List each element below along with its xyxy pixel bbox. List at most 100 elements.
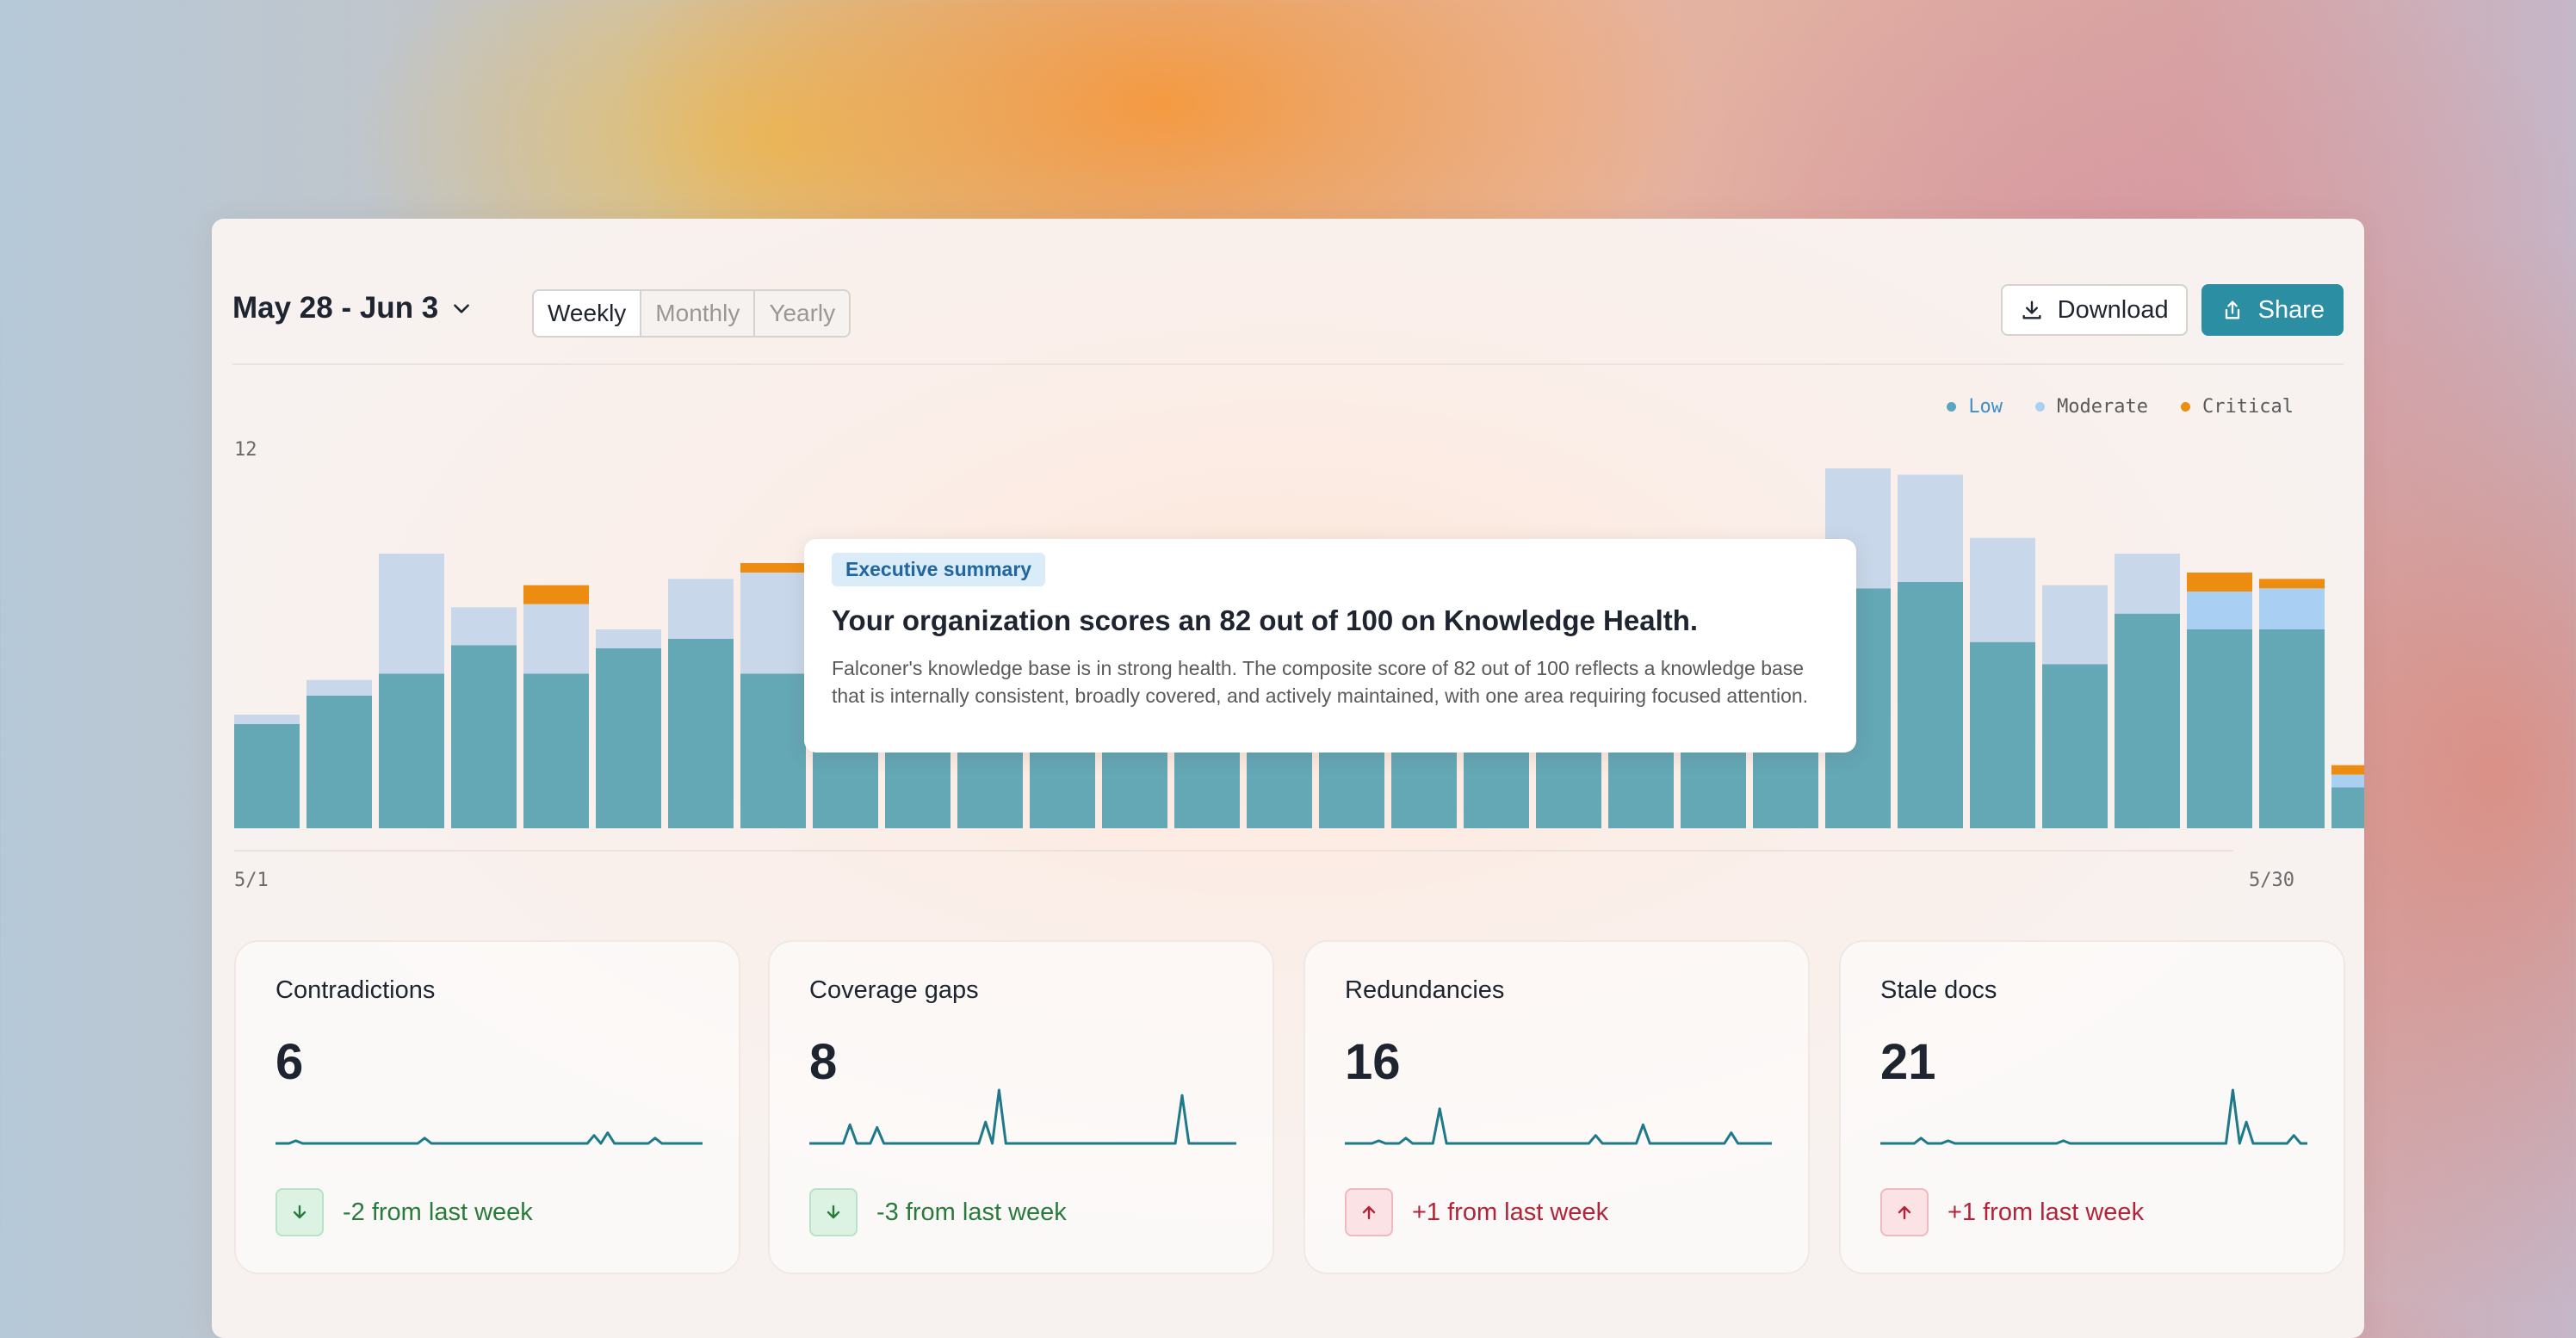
- change-text: -3 from last week: [876, 1198, 1067, 1226]
- change-indicator: +1 from last week: [1880, 1188, 2144, 1236]
- legend-low: Low: [1947, 396, 2003, 418]
- legend-moderate-swatch: [2035, 402, 2046, 412]
- bar-moderate-5/5[interactable]: [523, 604, 589, 674]
- toolbar-actions: Download Share: [2000, 284, 2344, 336]
- share-label: Share: [2257, 295, 2325, 324]
- change-indicator: -2 from last week: [276, 1188, 533, 1236]
- change-text: -2 from last week: [343, 1198, 533, 1226]
- bar-critical-5/5[interactable]: [523, 585, 589, 604]
- bar-moderate-5/28[interactable]: [2187, 592, 2252, 629]
- download-icon: [2022, 300, 2041, 319]
- arrow-down-icon: [809, 1188, 858, 1236]
- bar-low-5/30[interactable]: [2331, 787, 2364, 828]
- sparkline: [1345, 1107, 1772, 1145]
- bar-moderate-5/26[interactable]: [2042, 585, 2108, 665]
- bar-critical-5/30[interactable]: [2331, 765, 2364, 775]
- toolbar: May 28 - Jun 3 Weekly Monthly Yearly Dow…: [232, 284, 2344, 338]
- period-yearly[interactable]: Yearly: [753, 291, 849, 336]
- summary-body: Falconer's knowledge base is in strong h…: [832, 657, 1809, 707]
- bar-critical-5/28[interactable]: [2187, 573, 2252, 592]
- bar-critical-5/8[interactable]: [740, 563, 806, 573]
- share-button[interactable]: Share: [2201, 284, 2344, 336]
- bar-low-5/29[interactable]: [2259, 629, 2325, 828]
- bar-moderate-5/30[interactable]: [2331, 774, 2364, 788]
- legend-critical-label: Critical: [2202, 396, 2294, 418]
- bar-low-5/8[interactable]: [740, 673, 806, 828]
- sparkline-path: [1345, 1107, 1772, 1145]
- sparkline-path: [809, 1088, 1236, 1145]
- legend-moderate: Moderate: [2035, 396, 2148, 418]
- summary-title: Your organization scores an 82 out of 10…: [832, 604, 1699, 636]
- card-redundancies[interactable]: Redundancies 16 +1 from last week: [1303, 940, 1810, 1274]
- legend-low-label: Low: [1968, 396, 2003, 418]
- chart-legend: Low Moderate Critical: [1947, 396, 2294, 418]
- bar-moderate-5/4[interactable]: [451, 607, 517, 646]
- bar-moderate-5/27[interactable]: [2115, 554, 2180, 614]
- bar-low-5/24[interactable]: [1898, 582, 1963, 828]
- legend-low-swatch: [1947, 402, 1957, 412]
- bar-low-5/27[interactable]: [2115, 613, 2180, 828]
- bar-low-5/2[interactable]: [307, 696, 372, 828]
- bar-low-5/6[interactable]: [596, 648, 661, 828]
- bar-low-5/1[interactable]: [234, 724, 300, 828]
- bar-moderate-5/1[interactable]: [234, 715, 300, 724]
- card-title: Redundancies: [1345, 976, 1505, 1004]
- sparkline-path: [1880, 1088, 2307, 1145]
- bar-low-5/28[interactable]: [2187, 629, 2252, 828]
- sparkline: [276, 1131, 703, 1145]
- change-text: +1 from last week: [1412, 1198, 1609, 1226]
- bar-moderate-5/3[interactable]: [379, 554, 444, 674]
- bar-low-5/25[interactable]: [1970, 641, 2035, 828]
- bar-low-5/4[interactable]: [451, 645, 517, 828]
- date-range-label: May 28 - Jun 3: [232, 291, 439, 325]
- download-label: Download: [2057, 295, 2169, 324]
- bar-moderate-5/6[interactable]: [596, 629, 661, 648]
- bar-low-5/5[interactable]: [523, 673, 589, 828]
- card-title: Stale docs: [1880, 976, 1997, 1004]
- x-tick-last: 5/30: [2249, 870, 2294, 891]
- period-monthly[interactable]: Monthly: [640, 291, 753, 336]
- card-title: Contradictions: [276, 976, 436, 1004]
- card-stale-docs[interactable]: Stale docs 21 +1 from last week: [1839, 940, 2345, 1274]
- arrow-down-icon: [276, 1188, 324, 1236]
- period-toggle: Weekly Monthly Yearly: [532, 289, 851, 338]
- sparkline-path: [276, 1131, 703, 1145]
- date-range-picker[interactable]: May 28 - Jun 3: [232, 291, 473, 325]
- bar-critical-5/29[interactable]: [2259, 579, 2325, 589]
- card-value: 6: [276, 1034, 304, 1090]
- bar-moderate-5/24[interactable]: [1898, 474, 1963, 582]
- bar-moderate-5/7[interactable]: [668, 579, 734, 639]
- change-text: +1 from last week: [1947, 1198, 2145, 1226]
- x-tick-first: 5/1: [234, 870, 269, 891]
- arrow-up-icon: [1345, 1188, 1393, 1236]
- legend-critical-swatch: [2181, 402, 2191, 412]
- card-value: 21: [1880, 1034, 1936, 1090]
- bar-moderate-5/29[interactable]: [2259, 588, 2325, 629]
- card-contradictions[interactable]: Contradictions 6 -2 from last week: [234, 940, 740, 1274]
- card-value: 8: [809, 1034, 838, 1090]
- chevron-down-icon: [454, 304, 470, 313]
- download-button[interactable]: Download: [2000, 284, 2188, 336]
- card-coverage-gaps[interactable]: Coverage gaps 8 -3 from last week: [768, 940, 1274, 1274]
- bar-low-5/7[interactable]: [668, 639, 734, 828]
- bar-moderate-5/8[interactable]: [740, 573, 806, 674]
- change-indicator: +1 from last week: [1345, 1188, 1608, 1236]
- card-title: Coverage gaps: [809, 976, 979, 1004]
- change-indicator: -3 from last week: [809, 1188, 1067, 1236]
- legend-moderate-label: Moderate: [2057, 396, 2149, 418]
- arrow-up-icon: [1880, 1188, 1929, 1236]
- share-icon: [2225, 300, 2239, 319]
- sparkline: [809, 1088, 1236, 1145]
- card-value: 16: [1345, 1034, 1401, 1090]
- dashboard-panel: May 28 - Jun 3 Weekly Monthly Yearly Dow…: [212, 219, 2364, 1338]
- bar-low-5/3[interactable]: [379, 673, 444, 828]
- legend-critical: Critical: [2181, 396, 2294, 418]
- bar-low-5/26[interactable]: [2042, 664, 2108, 828]
- bar-moderate-5/25[interactable]: [1970, 537, 2035, 642]
- sparkline: [1880, 1088, 2307, 1145]
- y-tick-label: 12: [234, 439, 257, 461]
- summary-badge: Executive summary: [832, 553, 1046, 586]
- bar-moderate-5/2[interactable]: [307, 679, 372, 696]
- toolbar-divider: [232, 363, 2344, 365]
- period-weekly[interactable]: Weekly: [534, 291, 641, 336]
